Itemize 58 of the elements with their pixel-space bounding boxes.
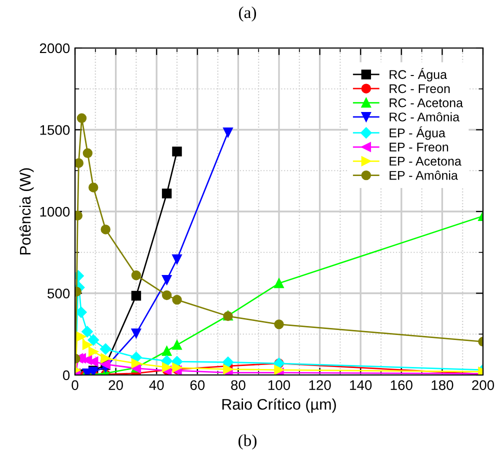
- legend-label: EP - Freon: [390, 142, 448, 152]
- point: [274, 319, 284, 330]
- point: [88, 346, 98, 356]
- point: [162, 346, 172, 356]
- point: [172, 254, 182, 264]
- point: [76, 113, 87, 124]
- legend-label: RC - Freon: [390, 84, 450, 94]
- point: [131, 358, 142, 368]
- point: [76, 306, 87, 318]
- x-tick-label: 40: [149, 380, 164, 390]
- text: (b): [238, 434, 256, 450]
- legend-label: EP - Amônia: [390, 170, 458, 180]
- y-tick-label: 500: [48, 288, 70, 298]
- legend-label: RC - Amônia: [390, 112, 460, 122]
- point: [161, 355, 172, 367]
- point: [88, 334, 99, 346]
- x-tick-label: 140: [350, 380, 372, 390]
- x-axis-title: Raio Crítico (µm): [222, 398, 336, 413]
- point: [76, 332, 86, 342]
- x-tick-label: 60: [190, 380, 205, 390]
- y-tick-label: 2000: [40, 43, 70, 54]
- x-tick-label: 20: [108, 380, 123, 390]
- x-tick-label: 180: [432, 380, 454, 390]
- point: [162, 188, 172, 198]
- legend-label: RC - Acetona: [390, 98, 463, 108]
- x-tick-label: 0: [72, 380, 78, 390]
- y-tick-label: 1000: [40, 206, 70, 217]
- legend-label: EP - Acetona: [390, 156, 462, 166]
- legend-label: RC - Água: [390, 68, 448, 82]
- y-axis-title: Potência (W): [19, 168, 34, 254]
- x-tick-label: 80: [231, 380, 246, 390]
- point: [172, 146, 182, 156]
- point: [131, 328, 142, 338]
- y-tick-label: 1500: [40, 125, 70, 135]
- x-tick-label: 100: [268, 380, 290, 390]
- point: [100, 224, 110, 234]
- point: [82, 326, 93, 338]
- point: [172, 340, 182, 350]
- legend-label: EP - Água: [390, 126, 446, 140]
- point: [82, 148, 93, 158]
- point: [88, 182, 98, 192]
- point: [223, 128, 233, 138]
- point: [82, 340, 92, 350]
- x-tick-label: 160: [390, 380, 412, 390]
- x-tick-label: 120: [309, 380, 331, 390]
- point: [100, 353, 110, 364]
- point: [162, 290, 172, 300]
- point: [162, 362, 172, 372]
- x-tick-label: 200: [472, 380, 494, 390]
- chart-title: (a): [238, 6, 256, 22]
- point: [131, 290, 142, 301]
- y-tick-label: 0: [62, 370, 70, 380]
- point: [100, 343, 112, 355]
- point: [172, 294, 182, 305]
- point: [162, 274, 172, 285]
- point: [274, 278, 284, 288]
- point: [75, 158, 84, 168]
- point: [131, 270, 142, 280]
